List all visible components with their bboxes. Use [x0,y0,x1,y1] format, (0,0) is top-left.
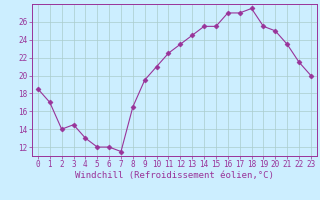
X-axis label: Windchill (Refroidissement éolien,°C): Windchill (Refroidissement éolien,°C) [75,171,274,180]
